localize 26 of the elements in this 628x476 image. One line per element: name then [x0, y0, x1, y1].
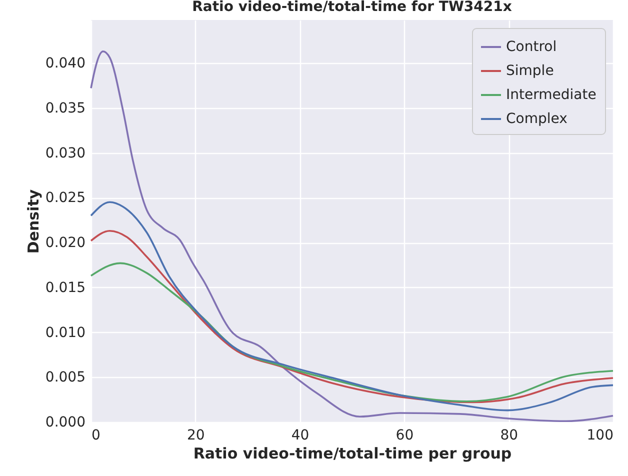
y-tick-label: 0.025	[45, 190, 86, 206]
x-tick-label: 60	[396, 428, 414, 444]
x-tick-label: 100	[586, 428, 614, 444]
chart-title: Ratio video-time/total-time for TW3421x	[192, 0, 512, 15]
x-axis-title: Ratio video-time/total-time per group	[193, 444, 512, 462]
legend-label: Complex	[506, 111, 568, 127]
line-series	[90, 50, 614, 422]
y-tick-label: 0.015	[45, 280, 86, 296]
y-tick-label: 0.005	[45, 370, 86, 386]
y-axis-title: Density	[24, 189, 42, 254]
line-series	[90, 201, 614, 412]
legend-label: Control	[506, 39, 557, 55]
line-series	[90, 262, 614, 402]
line-series	[90, 230, 614, 404]
x-tick-label: 0	[92, 428, 100, 444]
legend-label: Intermediate	[506, 87, 596, 103]
x-tick-label: 80	[500, 428, 518, 444]
legend-label: Simple	[506, 63, 554, 79]
y-tick-label: 0.040	[45, 56, 86, 72]
x-tick-label: 40	[291, 428, 310, 444]
y-tick-label: 0.020	[45, 235, 86, 252]
y-tick-label: 0.030	[45, 145, 86, 162]
x-tick-label: 20	[186, 428, 205, 444]
y-tick-label: 0.000	[45, 414, 86, 430]
y-tick-label: 0.010	[45, 324, 86, 341]
y-tick-label: 0.035	[45, 100, 86, 116]
